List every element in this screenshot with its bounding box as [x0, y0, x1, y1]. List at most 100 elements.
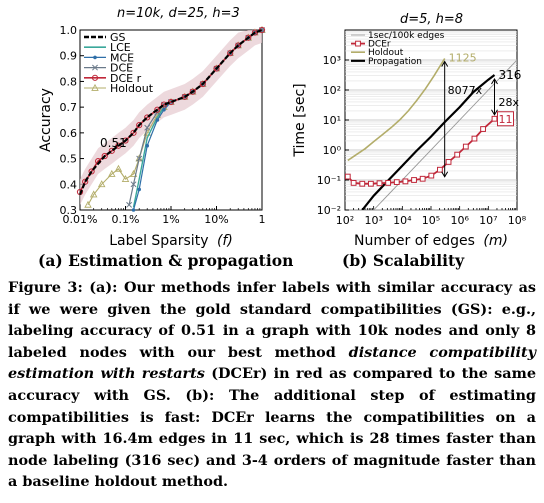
- series-line-holdout: [347, 58, 446, 162]
- left-ylabel: Accuracy: [38, 88, 54, 152]
- legend-label: Holdout: [110, 82, 154, 95]
- right-xtick-label: 10³: [364, 214, 382, 227]
- data-point-dcer: [213, 65, 220, 72]
- right-ytick-label: 10⁻¹: [317, 174, 341, 187]
- data-point-holdout: [121, 174, 130, 182]
- right-ytick-label: 10²: [323, 84, 341, 97]
- data-point-dcer: [454, 151, 461, 158]
- speedup-holdout-label: 8077x: [448, 84, 483, 97]
- data-point-dcer: [419, 175, 426, 182]
- left-ytick-label: 0.6: [60, 127, 78, 140]
- right-ytick-label: 10¹: [323, 114, 341, 127]
- data-point-dcer: [359, 180, 366, 187]
- propagation-gap-arrow-head-top: [491, 78, 498, 85]
- data-point-dcer: [227, 50, 234, 57]
- data-point-mce: [162, 107, 166, 112]
- right-xlabel-var: (m): [483, 233, 508, 249]
- left-xlabel: Label Sparsity (f): [109, 233, 233, 249]
- data-point-dcer: [88, 168, 95, 175]
- data-point-holdout: [97, 180, 106, 188]
- right-xtick-label: 10⁴: [393, 214, 412, 227]
- left-ytick-label: 0.4: [60, 178, 78, 191]
- right-xlabel-text: Number of edges: [354, 233, 475, 249]
- caption-part-1: Figure 3: (a): Our methods infer labels …: [8, 279, 536, 361]
- right-ylabel: Time [sec]: [292, 83, 308, 157]
- legend-label: DCE: [110, 62, 133, 75]
- left-xtick-label: 0.01%: [63, 213, 98, 226]
- right-xtick-label: 10⁶: [450, 214, 469, 227]
- series-line-ref: [373, 59, 517, 210]
- data-point-dcer: [491, 115, 498, 122]
- data-point-dcer: [235, 42, 242, 49]
- data-point-dcer: [345, 173, 351, 180]
- scalability-chart: 10² 10³ 10⁴ 10⁵ 10⁶ 10⁷ 10⁸ 10⁻² 10⁻¹ 10⁰ 10¹ 10² 10…: [292, 29, 527, 249]
- data-point-holdout: [129, 169, 138, 177]
- legend-marker: [91, 74, 99, 81]
- figure-canvas: 0.30.40.50.60.70.80.91.00.01% 0.1% 1% 10% 1 …: [38, 24, 527, 249]
- data-point-holdout: [114, 164, 123, 172]
- right-ytick-label: 10⁻²: [317, 204, 341, 217]
- left-xtick-label: 1: [259, 213, 266, 226]
- right-xtick-label: 10⁸: [508, 214, 527, 227]
- data-point-dcer: [245, 34, 252, 41]
- data-point-dcer: [154, 106, 161, 113]
- data-point-dcer: [350, 180, 357, 186]
- data-point-dce: [144, 124, 151, 131]
- data-point-dcer: [376, 180, 383, 187]
- data-point-dcer: [462, 143, 469, 150]
- dcer-variance-band: [80, 30, 262, 205]
- data-point-holdout: [108, 169, 116, 177]
- data-point-dcer: [385, 180, 392, 186]
- data-point-dcer: [402, 178, 409, 185]
- data-point-dcer: [367, 180, 374, 187]
- legend-label: Holdout: [368, 48, 404, 58]
- legend-label: LCE: [110, 41, 131, 54]
- legend-label: DCEr: [368, 40, 391, 50]
- left-ytick-label: 0.7: [60, 101, 78, 114]
- data-point-dcer: [428, 172, 435, 179]
- holdout-time-label: 1125: [449, 51, 477, 64]
- right-plot-title: d=5, h=8: [400, 12, 464, 27]
- data-point-dce: [136, 155, 143, 162]
- legend-label: Propagation: [368, 57, 422, 67]
- accuracy-annotation: 0.51: [100, 136, 127, 150]
- legend-marker: [355, 40, 361, 47]
- left-ytick-label: 0.9: [60, 50, 78, 63]
- left-ytick-label: 0.5: [60, 153, 78, 166]
- series-line-gs: [78, 28, 263, 196]
- data-point-dce: [126, 201, 133, 208]
- legend-label: DCE r: [110, 72, 142, 85]
- left-ytick-label: 1.0: [60, 24, 78, 37]
- caption-part-2: (DCEr) in red as compared to the same ac…: [8, 365, 536, 491]
- data-point-dcer: [445, 159, 452, 165]
- data-point-dcer: [101, 152, 108, 160]
- subcaption-a: (a) Estimation & propagation: [38, 251, 294, 270]
- right-xtick-label: 10⁷: [479, 214, 497, 227]
- data-point-dcer: [136, 122, 143, 129]
- left-ytick-label: 0.8: [60, 75, 78, 88]
- dcer-time-label: 11: [498, 113, 512, 126]
- series-line-propagation: [361, 74, 496, 210]
- dcer-time-box: [496, 111, 514, 127]
- holdout-gap-arrow-head-bottom: [441, 171, 449, 178]
- data-point-dcer: [471, 135, 478, 142]
- right-xtick-label: 10²: [336, 214, 354, 227]
- caption-emphasis: distance compatibility estimation with r…: [8, 343, 536, 383]
- subcaption-b: (b) Scalability: [342, 251, 465, 270]
- figure-caption: Figure 3: (a): Our methods infer labels …: [8, 277, 536, 493]
- right-xtick-label: 10⁵: [422, 214, 440, 227]
- data-point-holdout: [89, 190, 98, 198]
- data-point-dcer: [480, 126, 486, 132]
- left-xtick-label: 0.1%: [112, 213, 140, 226]
- accuracy-chart: 0.30.40.50.60.70.80.91.00.01% 0.1% 1% 10% 1 …: [38, 24, 266, 249]
- data-point-dcer: [130, 129, 137, 136]
- data-point-mce: [155, 118, 160, 122]
- speedup-propagation-label: 28x: [498, 96, 519, 109]
- data-point-dcer: [122, 137, 129, 144]
- left-xtick-label: 1%: [162, 213, 179, 226]
- right-xlabel: Number of edges (m): [354, 233, 508, 249]
- data-point-dcer: [411, 177, 417, 183]
- legend-label: 1sec/100k edges: [368, 31, 445, 41]
